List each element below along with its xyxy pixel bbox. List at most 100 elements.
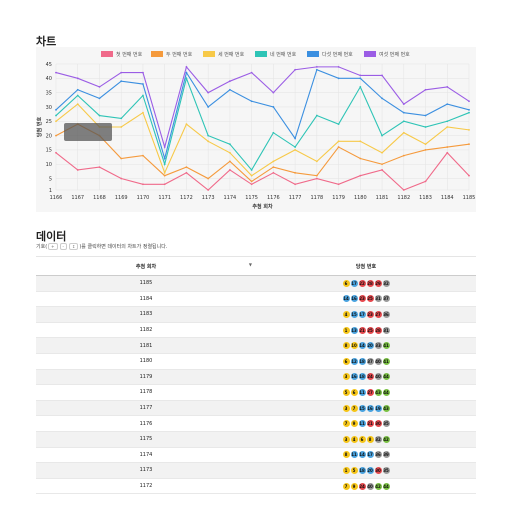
number-ball: 14	[342, 295, 350, 303]
legend-swatch	[101, 51, 113, 57]
number-ball: 8	[342, 451, 350, 459]
sort-down-icon[interactable]: ▼	[248, 262, 252, 267]
data-point	[402, 103, 405, 105]
data-point	[142, 83, 144, 85]
data-point	[402, 120, 405, 123]
data-point	[272, 171, 275, 174]
data-point	[294, 171, 297, 174]
y-tick-label: 45	[46, 62, 52, 68]
data-point	[120, 157, 123, 160]
number-ball: 18	[358, 357, 366, 365]
number-ball: 43	[382, 404, 390, 412]
x-tick-label: 1181	[376, 195, 389, 201]
data-point	[228, 151, 231, 154]
number-ball: 9	[350, 482, 358, 490]
data-point	[424, 88, 427, 91]
data-point	[98, 86, 101, 88]
numbers-cell: 14 16 23 25 31 37	[256, 291, 476, 308]
tooltip-box	[64, 123, 112, 141]
data-point	[163, 146, 166, 148]
x-tick-label: 1182	[397, 195, 410, 201]
data-point	[359, 77, 362, 80]
number-ball: 17	[366, 451, 374, 459]
legend-swatch	[151, 51, 163, 57]
data-point	[337, 65, 340, 68]
number-ball: 37	[382, 295, 390, 303]
x-tick-label: 1174	[224, 195, 237, 201]
data-point	[163, 163, 166, 166]
line-chart[interactable]: 1 5 10 15 20 25 30 35 40 45 1166 1167 1168 1169 1170 11…	[36, 47, 476, 212]
data-point	[142, 111, 144, 114]
data-point	[468, 174, 470, 177]
data-point	[424, 114, 427, 117]
header-numbers[interactable]: 당첨 번호	[256, 256, 476, 276]
data-point	[294, 137, 297, 140]
data-point	[359, 74, 362, 77]
number-ball: 21	[366, 420, 374, 428]
number-ball: 30	[374, 420, 382, 428]
number-ball: 35	[382, 466, 390, 474]
x-tick-label: 1170	[137, 195, 150, 201]
data-point	[120, 71, 123, 74]
x-tick-label: 1171	[158, 195, 171, 201]
sort-hint: 기호(+ - ↕)를 클릭하면 데이터의 차트가 정렬됩니다.	[36, 243, 167, 250]
round-cell: 1181	[36, 337, 256, 354]
series-line	[55, 103, 470, 177]
data-point	[337, 183, 340, 186]
data-point	[402, 189, 405, 191]
header-round-label: 추첨 회차	[135, 263, 157, 270]
numbers-cell: 1 5 18 20 30 35	[256, 462, 476, 479]
round-cell: 1176	[36, 415, 256, 432]
data-point	[315, 174, 318, 177]
table-header-row: 추첨 회차 ▼ 당첨 번호	[36, 256, 476, 276]
number-ball: 3	[342, 404, 350, 412]
x-tick-label: 1184	[441, 195, 454, 201]
number-ball: 36	[382, 310, 390, 318]
number-ball: 13	[350, 326, 358, 334]
data-point	[294, 146, 297, 148]
number-ball: 6	[350, 388, 358, 396]
x-tick-label: 1185	[463, 195, 476, 201]
hint-prefix: 기호(	[36, 244, 48, 250]
x-tick-label: 1172	[180, 195, 193, 201]
chart-section-title: 차트	[36, 35, 57, 48]
number-ball: 4	[350, 435, 358, 443]
data-point	[468, 128, 470, 131]
round-cell: 1178	[36, 384, 256, 401]
data-point	[250, 174, 253, 177]
number-ball: 42	[382, 435, 390, 443]
legend-label: 다섯 번째 번호	[322, 51, 353, 58]
number-ball: 23	[366, 310, 374, 318]
x-tick-label: 1180	[354, 195, 367, 201]
data-point	[55, 120, 57, 123]
data-point	[98, 114, 101, 117]
table-row: 1179 3 16 18 24 40 44	[36, 369, 476, 386]
round-cell: 1185	[36, 275, 256, 292]
number-ball: 3	[342, 435, 350, 443]
data-point	[185, 166, 188, 168]
header-round[interactable]: 추첨 회차 ▼	[36, 256, 256, 276]
data-point	[446, 86, 449, 88]
data-point	[142, 71, 144, 74]
table-body: 1185 6 17 22 28 29 32 1184 14 16 23 25 31 37 1183 4 15 17…	[36, 275, 476, 495]
table-row: 1185 6 17 22 28 29 32	[36, 275, 476, 292]
data-point	[163, 183, 166, 186]
data-point	[315, 68, 318, 71]
data-point	[359, 86, 362, 88]
number-ball: 27	[366, 388, 374, 396]
data-point	[402, 131, 405, 134]
data-point	[381, 151, 383, 154]
data-point	[272, 131, 275, 134]
data-point	[185, 171, 188, 174]
legend-swatch	[255, 51, 267, 57]
number-ball: 29	[374, 279, 382, 287]
numbers-cell: 7 9 11 21 30 35	[256, 415, 476, 432]
number-ball: 15	[358, 404, 366, 412]
hint-key-plus: +	[48, 243, 58, 250]
data-point	[446, 103, 449, 105]
number-ball: 28	[374, 326, 382, 334]
data-point	[142, 154, 144, 157]
hint-key-sort: ↕	[68, 243, 79, 250]
number-ball: 19	[374, 404, 382, 412]
